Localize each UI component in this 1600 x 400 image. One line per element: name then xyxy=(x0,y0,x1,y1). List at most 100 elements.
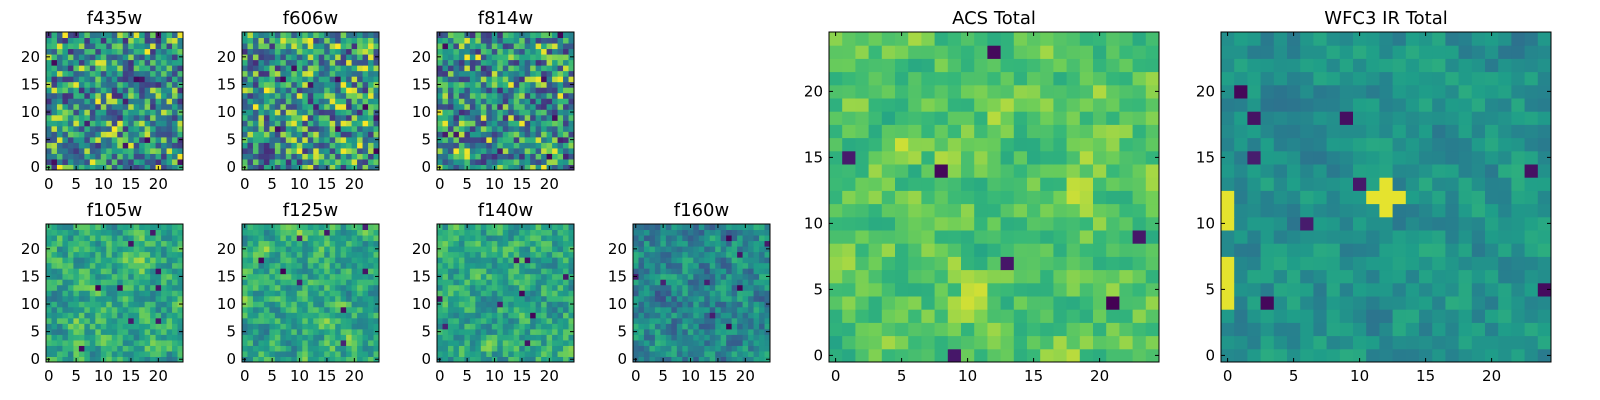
heatmap-cell xyxy=(106,114,113,121)
heatmap-cell xyxy=(731,235,738,242)
heatmap-cell xyxy=(698,317,705,324)
heatmap-cell xyxy=(759,345,766,352)
heatmap-cell xyxy=(447,147,454,154)
heatmap-cell xyxy=(258,70,265,77)
heatmap-cell xyxy=(855,269,870,284)
heatmap-cell xyxy=(698,301,705,308)
heatmap-cell xyxy=(122,65,129,72)
heatmap-cell xyxy=(335,76,342,83)
heatmap-cell xyxy=(519,65,526,72)
heatmap-cell xyxy=(177,240,184,247)
heatmap-cell xyxy=(56,32,63,39)
heatmap-cell xyxy=(759,257,766,264)
heatmap-cell xyxy=(731,229,738,236)
heatmap-cell xyxy=(530,54,537,61)
heatmap-cell xyxy=(638,312,645,319)
heatmap-cell xyxy=(274,312,281,319)
heatmap-cell xyxy=(934,309,949,323)
heatmap-cell xyxy=(368,290,375,297)
heatmap-cell xyxy=(934,190,949,205)
heatmap-cell xyxy=(698,273,705,280)
heatmap-cell xyxy=(842,282,856,297)
heatmap-cell xyxy=(552,273,559,280)
heatmap-cell xyxy=(519,98,526,105)
heatmap-cell xyxy=(351,328,358,335)
heatmap-cell xyxy=(56,251,63,258)
heatmap-cell xyxy=(161,257,168,264)
heatmap-cell xyxy=(62,65,69,72)
heatmap-cell xyxy=(263,257,270,264)
heatmap-cell xyxy=(715,235,722,242)
heatmap-cell xyxy=(546,301,553,308)
heatmap-cell xyxy=(464,323,471,330)
heatmap-cell xyxy=(252,131,259,138)
heatmap-cell xyxy=(502,164,509,171)
heatmap-cell xyxy=(1040,282,1054,297)
heatmap-cell xyxy=(469,345,476,352)
heatmap-cell xyxy=(296,257,303,264)
heatmap-cell xyxy=(307,164,314,171)
heatmap-cell xyxy=(502,43,509,50)
heatmap-cell xyxy=(458,235,465,242)
heatmap-cell xyxy=(742,334,749,341)
heatmap-cell xyxy=(1066,256,1081,271)
heatmap-cell xyxy=(1079,256,1094,271)
heatmap-cell xyxy=(73,125,80,132)
heatmap-cell xyxy=(546,240,553,247)
heatmap-cell xyxy=(296,109,303,116)
heatmap-cell xyxy=(486,81,493,88)
heatmap-cell xyxy=(329,109,336,116)
heatmap-cell xyxy=(269,48,276,55)
heatmap-cell xyxy=(307,229,314,236)
heatmap-cell xyxy=(458,262,465,269)
heatmap-cell xyxy=(89,32,96,39)
heatmap-cell xyxy=(128,235,135,242)
heatmap-cell xyxy=(362,317,369,324)
heatmap-cell xyxy=(947,335,962,350)
heatmap-cell xyxy=(698,229,705,236)
heatmap-cell xyxy=(280,257,287,264)
heatmap-cell xyxy=(313,48,320,55)
heatmap-cell xyxy=(469,268,476,275)
heatmap-cell xyxy=(753,334,760,341)
heatmap-cell xyxy=(280,317,287,324)
heatmap-cell xyxy=(464,339,471,346)
heatmap-cell xyxy=(442,48,449,55)
heatmap-cell xyxy=(335,262,342,269)
heatmap-cell xyxy=(1027,190,1041,205)
heatmap-cell xyxy=(497,98,504,105)
heatmap-cell xyxy=(508,224,515,231)
heatmap-cell xyxy=(122,262,129,269)
heatmap-cell xyxy=(486,246,493,253)
heatmap-cell xyxy=(921,269,936,284)
heatmap-cell xyxy=(464,317,471,324)
heatmap-cell xyxy=(67,98,74,105)
heatmap-cell xyxy=(161,114,168,121)
heatmap-cell xyxy=(362,81,369,88)
heatmap-cell xyxy=(307,92,314,99)
heatmap-cell xyxy=(51,251,58,258)
heatmap-cell xyxy=(111,345,118,352)
heatmap-cell xyxy=(829,348,843,363)
heatmap-cell xyxy=(307,103,314,110)
heatmap-cell xyxy=(258,229,265,236)
heatmap-cell xyxy=(742,229,749,236)
heatmap-cell xyxy=(302,262,309,269)
heatmap-cell xyxy=(285,147,292,154)
heatmap-cell xyxy=(117,54,124,61)
heatmap-cell xyxy=(458,240,465,247)
heatmap-cell xyxy=(139,43,146,50)
heatmap-cell xyxy=(161,120,168,127)
heatmap-cell xyxy=(302,312,309,319)
heatmap-cell xyxy=(693,251,700,258)
heatmap-cell xyxy=(665,229,672,236)
heatmap-cell xyxy=(340,284,347,291)
heatmap-cell xyxy=(56,257,63,264)
heatmap-cell xyxy=(263,268,270,275)
heatmap-cell xyxy=(1132,282,1147,297)
heatmap-cell xyxy=(46,279,52,286)
heatmap-cell xyxy=(1053,190,1068,205)
heatmap-cell xyxy=(513,142,520,149)
heatmap-cell xyxy=(346,356,353,363)
heatmap-cell xyxy=(720,224,727,231)
